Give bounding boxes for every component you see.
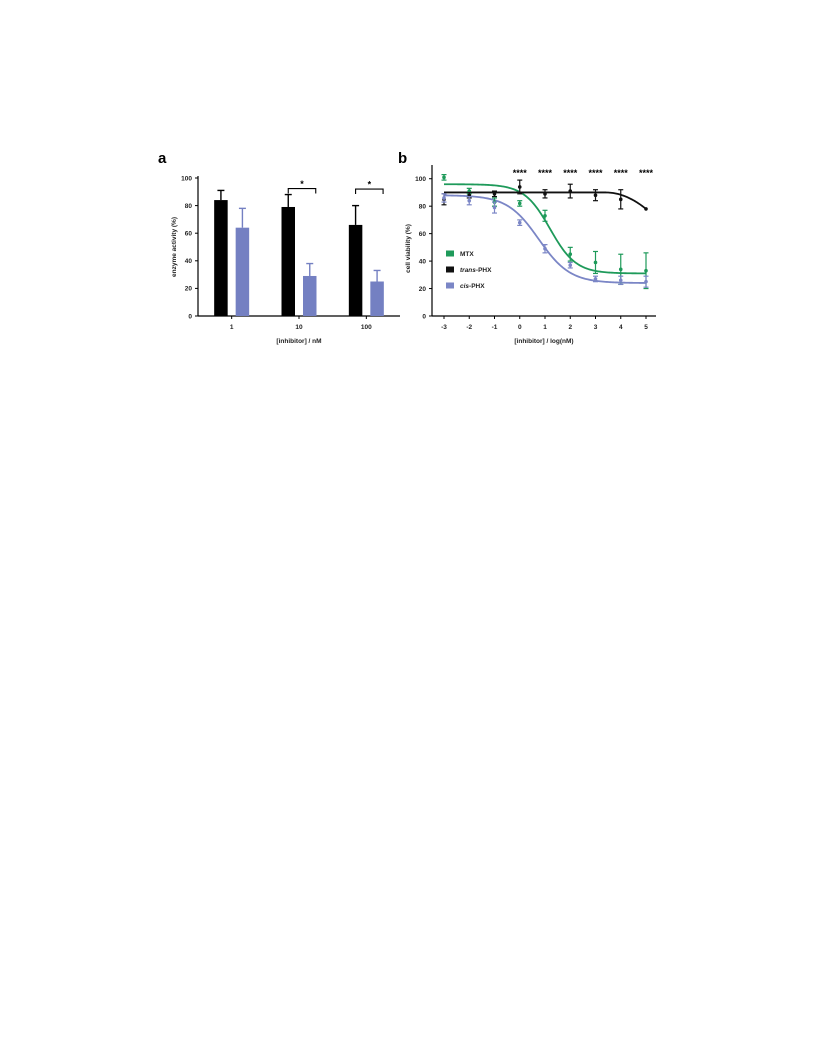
panel-a-x-ticks: 1 10 100 <box>230 316 372 331</box>
legend-swatch-trans-phx <box>446 266 454 273</box>
significance-bracket <box>287 188 317 194</box>
panel-b-x-tick-label: 3 <box>594 324 598 331</box>
panel-a-x-tick-label: 1 <box>230 324 234 331</box>
data-point <box>593 260 598 265</box>
panel-b-x-tick-label: -2 <box>466 324 472 331</box>
data-point <box>517 220 522 225</box>
panel-a-significance: * * <box>287 179 384 195</box>
bar <box>348 224 363 316</box>
panel-b-x-tick-label: 0 <box>518 324 522 331</box>
panel-b-x-tick-label: 4 <box>619 324 623 331</box>
panel-a-letter: a <box>158 150 167 167</box>
bar <box>303 275 317 316</box>
significance-label: * <box>300 179 304 189</box>
data-point <box>442 175 446 180</box>
significance-label: **** <box>614 168 629 178</box>
data-point <box>644 268 648 273</box>
data-point <box>618 267 623 272</box>
bar <box>214 200 228 316</box>
panel-a-x-tick-label: 100 <box>361 324 372 331</box>
data-point <box>543 192 547 196</box>
data-point <box>618 197 623 202</box>
panel-a-x-tick-label: 10 <box>295 324 303 331</box>
significance-label: **** <box>639 168 654 178</box>
data-point <box>618 278 623 283</box>
data-point <box>517 185 522 189</box>
panel-a-y-axis-title: enzyme activity (%) <box>171 217 178 277</box>
legend-label-trans-phx: trans-PHX <box>460 267 492 274</box>
legend-swatch-cis-phx <box>446 282 454 289</box>
significance-bracket <box>355 188 384 195</box>
data-point <box>593 193 598 197</box>
panel-b-letter: b <box>398 150 407 167</box>
panel-a-y-tick-label: 100 <box>181 175 192 182</box>
significance-label: **** <box>513 168 528 178</box>
panel-b-y-axis-title: cell viability (%) <box>405 224 412 273</box>
panel-b-data-points <box>441 174 649 290</box>
panel-b-legend: MTX trans-PHX cis-PHX <box>446 250 492 290</box>
data-point <box>543 213 547 218</box>
panel-b-x-axis-title: [inhibitor] / log(nM) <box>514 338 573 345</box>
bar <box>235 227 250 316</box>
panel-b-x-tick-label: -1 <box>492 324 498 331</box>
data-point <box>543 246 547 251</box>
data-point <box>568 252 573 257</box>
panel-a-x-axis-title: [inhibitor] / nM <box>276 338 321 345</box>
legend-label-cis-phx: cis-PHX <box>460 283 485 290</box>
significance-label: **** <box>588 168 603 178</box>
panel-b-y-tick-label: 60 <box>419 231 427 238</box>
legend-label-mtx: MTX <box>460 251 474 258</box>
panel-b-y-tick-label: 20 <box>419 286 427 293</box>
panel-b-x-tick-label: -3 <box>441 324 447 331</box>
panel-b-significance: **** **** **** **** **** **** <box>513 168 654 178</box>
panel-a-y-tick-label: 20 <box>185 286 193 293</box>
panel-b-x-tick-label: 1 <box>543 324 547 331</box>
panel-b-y-tick-label: 80 <box>419 203 427 210</box>
data-point <box>644 279 648 284</box>
panel-b-y-tick-label: 0 <box>422 313 426 320</box>
significance-label: **** <box>563 168 578 178</box>
data-point <box>593 277 598 281</box>
panel-b-y-ticks: 0 20 40 60 80 100 <box>415 176 432 320</box>
panel-b-x-ticks: -3 -2 -1 0 1 2 3 4 5 <box>441 316 648 331</box>
panel-a-y-tick-label: 60 <box>185 231 193 238</box>
data-point <box>644 207 648 211</box>
data-point <box>568 189 573 193</box>
legend-swatch-mtx <box>446 250 454 257</box>
panel-b-x-tick-label: 2 <box>568 324 572 331</box>
significance-label: * <box>368 180 372 190</box>
data-point <box>568 263 573 268</box>
data-point <box>517 201 522 206</box>
panel-a-y-tick-label: 0 <box>188 313 192 320</box>
data-point <box>442 196 446 200</box>
data-point <box>467 198 472 203</box>
panel-a-y-tick-label: 40 <box>185 258 193 265</box>
panel-b-y-tick-label: 100 <box>415 176 426 183</box>
bar <box>281 206 295 316</box>
data-point <box>492 192 497 196</box>
panel-a-bars <box>214 189 384 316</box>
panel-b-x-tick-label: 5 <box>644 324 648 331</box>
panel-a-y-tick-label: 80 <box>185 203 193 210</box>
data-point <box>492 205 497 210</box>
panel-a-y-ticks: 0 20 40 60 80 100 <box>181 175 198 320</box>
panel-b-y-tick-label: 40 <box>419 258 427 265</box>
bar <box>370 281 384 316</box>
significance-label: **** <box>538 168 553 178</box>
